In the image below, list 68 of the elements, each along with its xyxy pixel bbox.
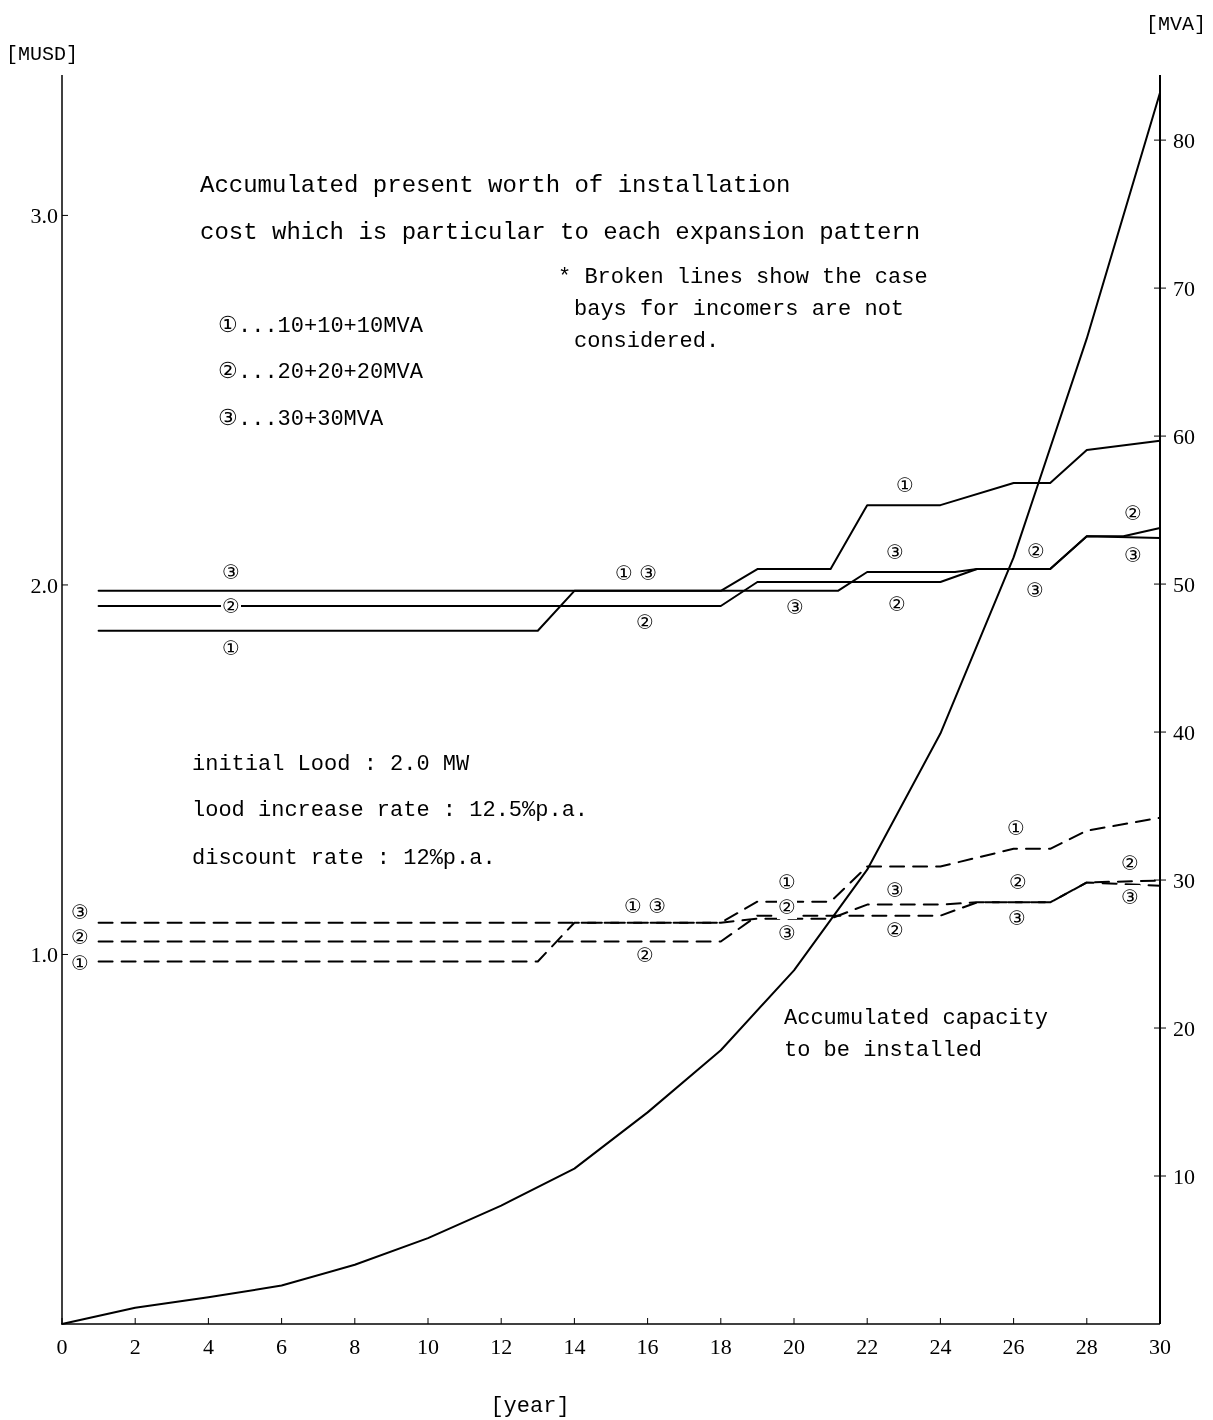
y-tick-label: 3.0 (30, 203, 58, 229)
y-axis-title: [MUSD] (6, 43, 79, 66)
annotation: ① ③ (623, 894, 667, 918)
x-axis-title: [year] (490, 1394, 570, 1419)
annotation: ② (71, 925, 89, 949)
y2-tick-label: 30 (1173, 867, 1195, 893)
y2-axis-title: [MVA] (1145, 13, 1206, 36)
annotation: ② (886, 918, 904, 942)
text: cost which is particular to each expansion pattern (200, 219, 921, 246)
x-tick-label: 18 (709, 1334, 732, 1359)
annotation: ② (1009, 870, 1027, 894)
annotation: ① (1007, 816, 1025, 840)
annotation: ① (71, 951, 89, 975)
x-tick-label: 14 (563, 1334, 586, 1359)
annotation: ③ (1121, 885, 1139, 909)
x-tick-label: 24 (929, 1334, 952, 1359)
x-tick-label: 16 (636, 1334, 659, 1359)
x-tick-label: 30 (1149, 1334, 1171, 1359)
x-tick-label: 28 (1075, 1334, 1098, 1359)
x-tick-label: 0 (56, 1334, 68, 1359)
annotation: ③ (222, 560, 240, 584)
y2-tick-label: 70 (1173, 275, 1195, 301)
x-tick-label: 8 (349, 1334, 361, 1359)
annotation: ③ (1124, 543, 1142, 567)
y2-tick-label: 60 (1173, 423, 1195, 449)
y2-tick-label: 10 (1173, 1163, 1195, 1189)
annotation: lood increase rate : 12.5%p.a. (192, 798, 589, 823)
annotation: ③ (71, 900, 89, 924)
annotation: ② (1124, 501, 1142, 525)
annotation: ① (778, 870, 796, 894)
annotation: ③ (886, 878, 904, 902)
annotation: ③...30+30MVA (218, 407, 385, 432)
annotation: ② (222, 594, 240, 618)
annotation: ①...10+10+10MVA (218, 314, 424, 339)
annotation: ② (636, 610, 654, 634)
text: Accumulated present worth of installation (200, 172, 791, 199)
annotation: ② (636, 943, 654, 967)
x-tick-label: 12 (490, 1334, 513, 1359)
annotation: ③ (786, 595, 804, 619)
annotation: discount rate : 12%p.a. (192, 846, 496, 871)
y2-tick-label: 40 (1173, 719, 1195, 745)
annotation: ③ (1026, 578, 1044, 602)
x-tick-label: 2 (129, 1334, 141, 1359)
y-tick-label: 1.0 (30, 942, 58, 968)
annotation: * Broken lines show the case bays for incomers are not considered. (558, 265, 928, 354)
annotation: ① ③ (614, 561, 658, 585)
x-tick-label: 22 (856, 1334, 879, 1359)
annotation: ③ (778, 921, 796, 945)
annotation: initial Lood : 2.0 MW (192, 752, 471, 777)
y-tick-label: 2.0 (30, 572, 58, 598)
annotation: Accumulated capacity to be installed (784, 1006, 1049, 1063)
annotation: ③ (886, 540, 904, 564)
y2-tick-label: 50 (1173, 571, 1195, 597)
x-tick-label: 6 (276, 1334, 288, 1359)
annotation: ① (896, 473, 914, 497)
x-tick-label: 4 (202, 1334, 214, 1359)
annotation: ① (222, 636, 240, 660)
annotation: ② (1027, 539, 1045, 563)
annotation: ③ (1008, 906, 1026, 930)
x-tick-label: 20 (783, 1334, 805, 1359)
x-tick-label: 10 (417, 1334, 439, 1359)
annotation: ②...20+20+20MVA (218, 360, 424, 385)
annotation: ② (778, 895, 796, 919)
annotation: ② (1121, 851, 1139, 875)
x-tick-label: 26 (1002, 1334, 1025, 1359)
y2-tick-label: 80 (1173, 127, 1195, 153)
y2-tick-label: 20 (1173, 1015, 1195, 1041)
annotation: ② (888, 592, 906, 616)
